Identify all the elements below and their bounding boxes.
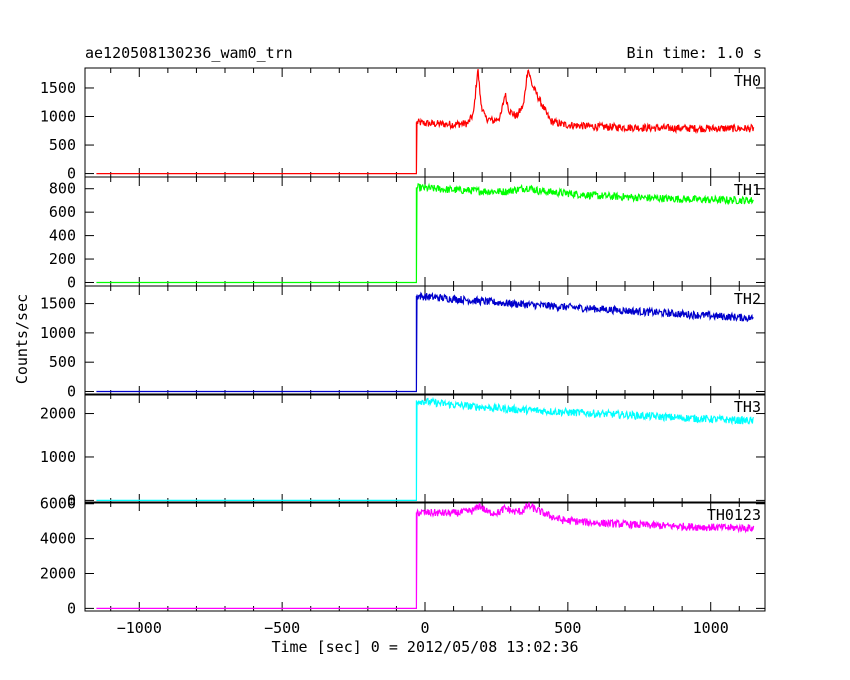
panel-frame-th0123 [84, 501, 766, 612]
series-label-th0: TH0 [734, 72, 761, 90]
y-tick-label-th0123-0: 0 [67, 599, 76, 617]
y-tick-label-th1-600: 600 [49, 203, 76, 221]
x-tick-label-500: 500 [554, 619, 581, 637]
y-axis-label: Counts/sec [13, 293, 31, 385]
x-tick-label--1000: −1000 [117, 619, 162, 637]
x-tick-label-0: 0 [420, 619, 429, 637]
series-line-th1 [96, 182, 754, 284]
y-tick-label-th3-2000: 2000 [40, 405, 76, 423]
y-tick-label-th0-0: 0 [67, 165, 76, 183]
chart-title: ae120508130236_wam0_trn [85, 44, 293, 62]
panel-frame-th2 [84, 285, 766, 396]
series-line-th0 [96, 68, 755, 175]
y-tick-label-th2-500: 500 [49, 353, 76, 371]
y-tick-label-th1-400: 400 [49, 227, 76, 245]
y-tick-label-th0-1500: 1500 [40, 79, 76, 97]
series-label-th2: TH2 [734, 290, 761, 308]
panel-frame-th1 [84, 176, 766, 287]
series-line-th3 [96, 396, 755, 501]
y-tick-label-th1-800: 800 [49, 180, 76, 198]
series-label-th1: TH1 [734, 181, 761, 199]
y-tick-label-th0123-6000: 6000 [40, 495, 76, 513]
x-tick-label--500: −500 [264, 619, 300, 637]
series-line-th2 [96, 291, 754, 393]
y-tick-label-th1-200: 200 [49, 250, 76, 268]
series-label-th0123: TH0123 [707, 506, 761, 524]
x-tick-label-1000: 1000 [693, 619, 729, 637]
y-tick-label-th3-0: 0 [67, 491, 76, 509]
panel-frame-th0 [84, 67, 766, 178]
bin-time-label: Bin time: 1.0 s [626, 44, 762, 62]
y-tick-label-th1-0: 0 [67, 273, 76, 291]
y-tick-label-th0-1000: 1000 [40, 108, 76, 126]
series-label-th3: TH3 [734, 398, 761, 416]
y-tick-label-th0123-2000: 2000 [40, 565, 76, 583]
y-tick-label-th2-0: 0 [67, 382, 76, 400]
panel-frame-th3 [84, 393, 766, 504]
x-axis-label: Time [sec] 0 = 2012/05/08 13:02:36 [271, 638, 579, 656]
y-tick-label-th2-1000: 1000 [40, 324, 76, 342]
series-line-th0123 [96, 502, 755, 609]
y-tick-label-th0-500: 500 [49, 136, 76, 154]
y-tick-label-th2-1500: 1500 [40, 295, 76, 313]
y-tick-label-th0123-4000: 4000 [40, 530, 76, 548]
y-tick-label-th3-1000: 1000 [40, 448, 76, 466]
